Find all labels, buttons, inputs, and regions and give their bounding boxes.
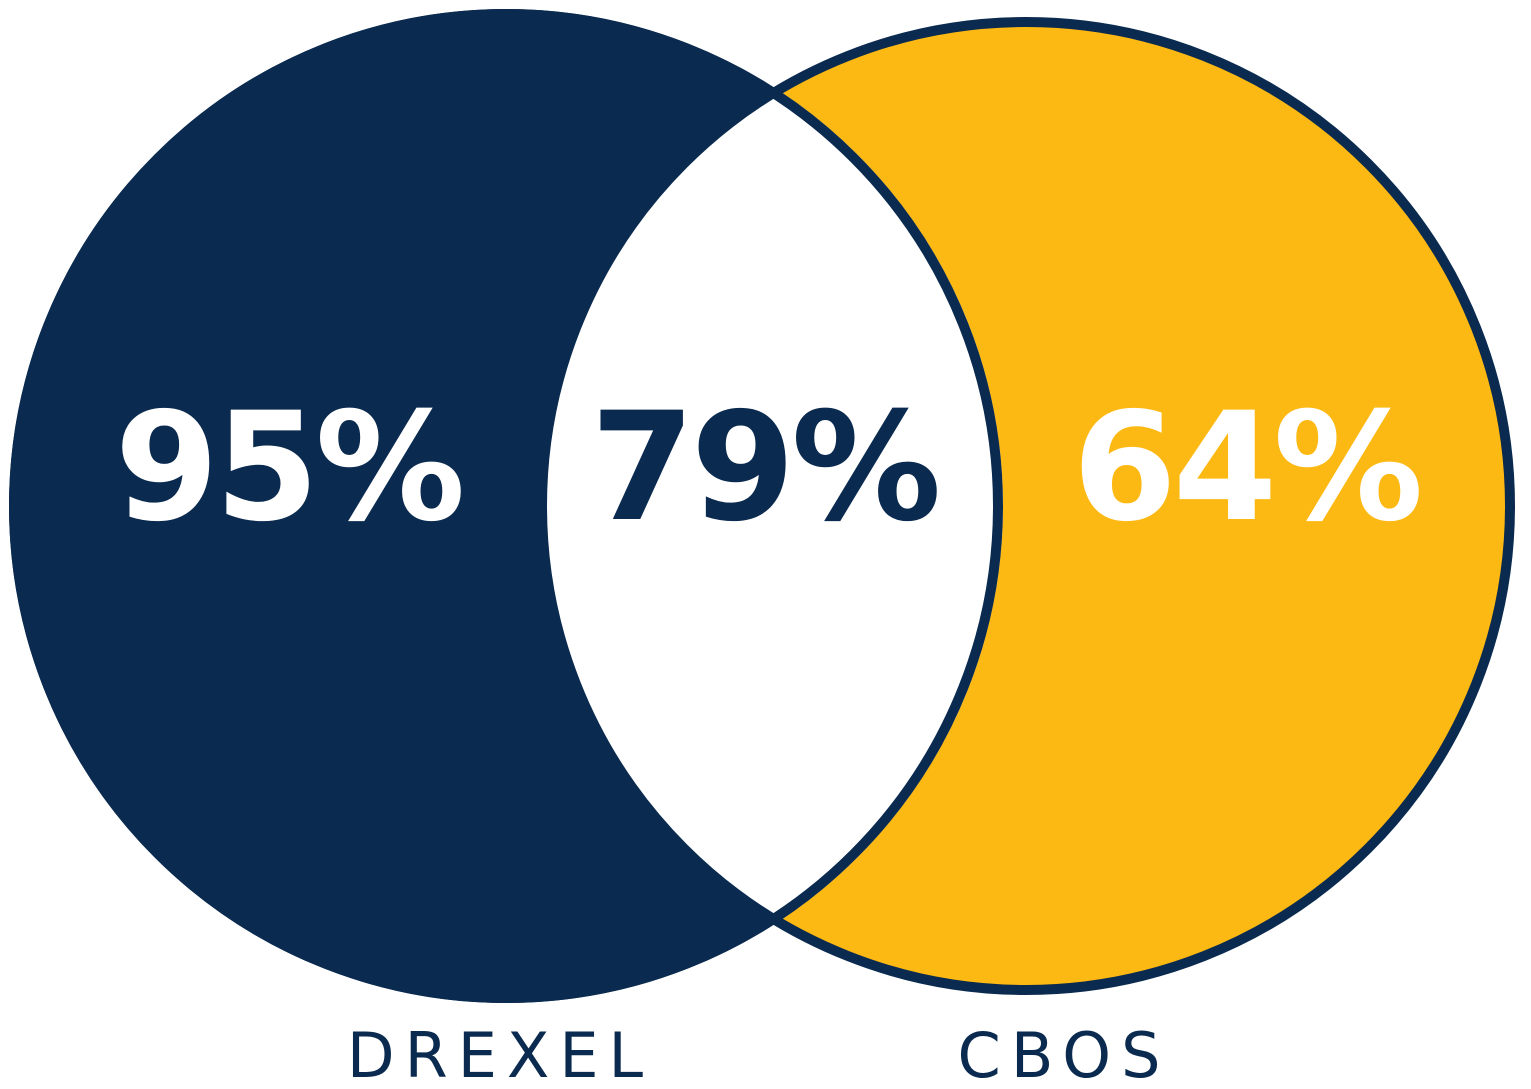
right-value: 64%	[1072, 381, 1419, 555]
overlap-region	[542, 22, 1003, 990]
left-label: DREXEL	[347, 1019, 653, 1089]
left-outline	[9, 9, 1003, 1003]
right-outline	[537, 17, 1515, 995]
left-value: 95%	[114, 381, 461, 555]
right-label: CBOS	[958, 1019, 1171, 1089]
overlap-value: 79%	[590, 381, 937, 555]
